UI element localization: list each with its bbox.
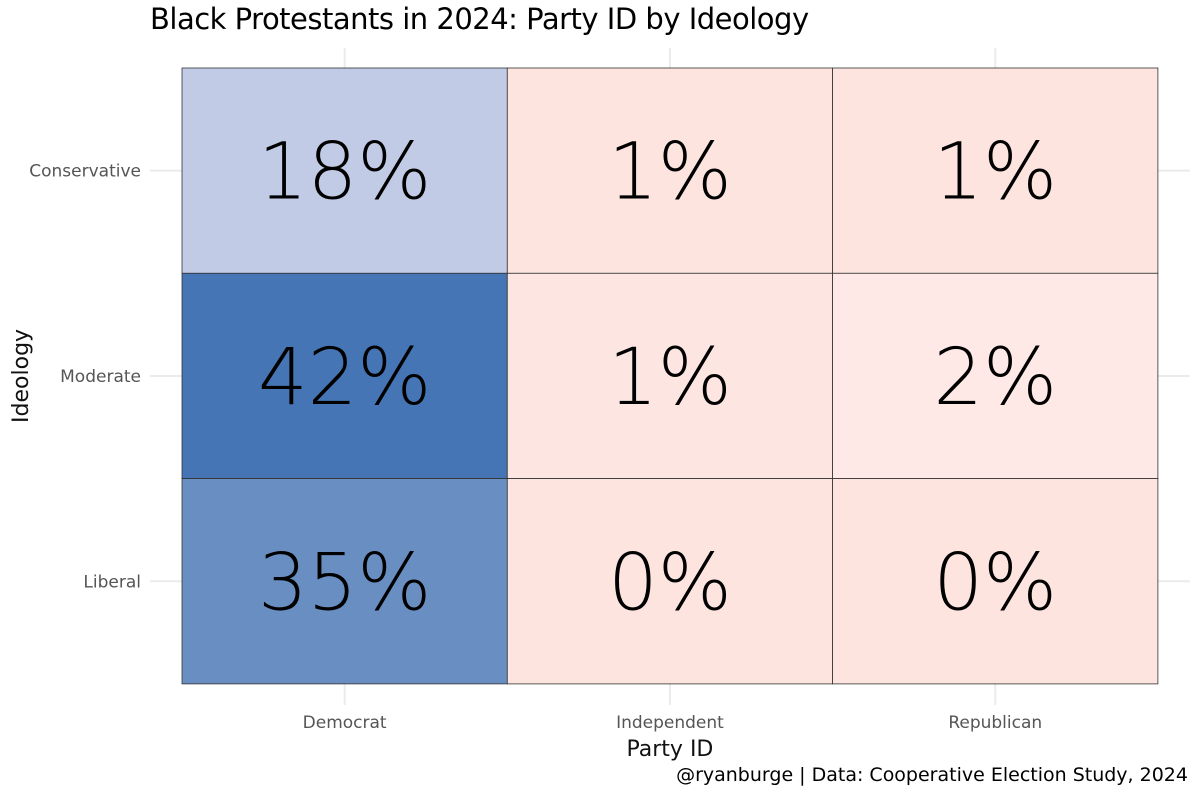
cell-value-label: 0% [933, 538, 1057, 628]
x-tick-label: Democrat [303, 713, 387, 733]
heatmap-cell-liberal-democrat [181, 478, 508, 685]
cell-value-label: 1% [608, 128, 732, 218]
x-axis-title: Party ID [627, 737, 714, 762]
y-tick-label: Moderate [60, 367, 141, 387]
axes: Democrat Independent Republican Conservativ… [9, 162, 1042, 762]
heatmap-cell-moderate-independent [506, 272, 833, 479]
y-tick-label: Liberal [83, 572, 141, 592]
x-tick-label: Independent [616, 713, 724, 733]
x-tick-label: Republican [948, 713, 1042, 733]
cell-labels: 18% 1% 1% 42% 1% 2% 35% 0% 0% [258, 128, 1057, 629]
cell-value-label: 0% [608, 538, 732, 628]
heatmap-cell-conservative-independent [506, 67, 833, 274]
heatmap-cells [181, 67, 1159, 685]
caption: @ryanburge | Data: Cooperative Election … [676, 764, 1188, 786]
cell-value-label: 1% [608, 333, 732, 423]
cell-value-label: 35% [258, 538, 431, 628]
cell-value-label: 42% [258, 333, 431, 423]
heatmap-cell-moderate-democrat [181, 272, 508, 479]
heatmap-cell-conservative-republican [832, 67, 1159, 274]
heatmap-cell-liberal-republican [832, 478, 1159, 685]
heatmap-cell-liberal-independent [506, 478, 833, 685]
cell-value-label: 1% [933, 128, 1057, 218]
y-tick-label: Conservative [29, 162, 141, 182]
cell-value-label: 2% [933, 333, 1057, 423]
chart-title: Black Protestants in 2024: Party ID by I… [150, 2, 809, 36]
cell-value-label: 18% [258, 128, 431, 218]
heatmap-cell-moderate-republican [832, 272, 1159, 479]
y-axis-title: Ideology [9, 329, 34, 423]
